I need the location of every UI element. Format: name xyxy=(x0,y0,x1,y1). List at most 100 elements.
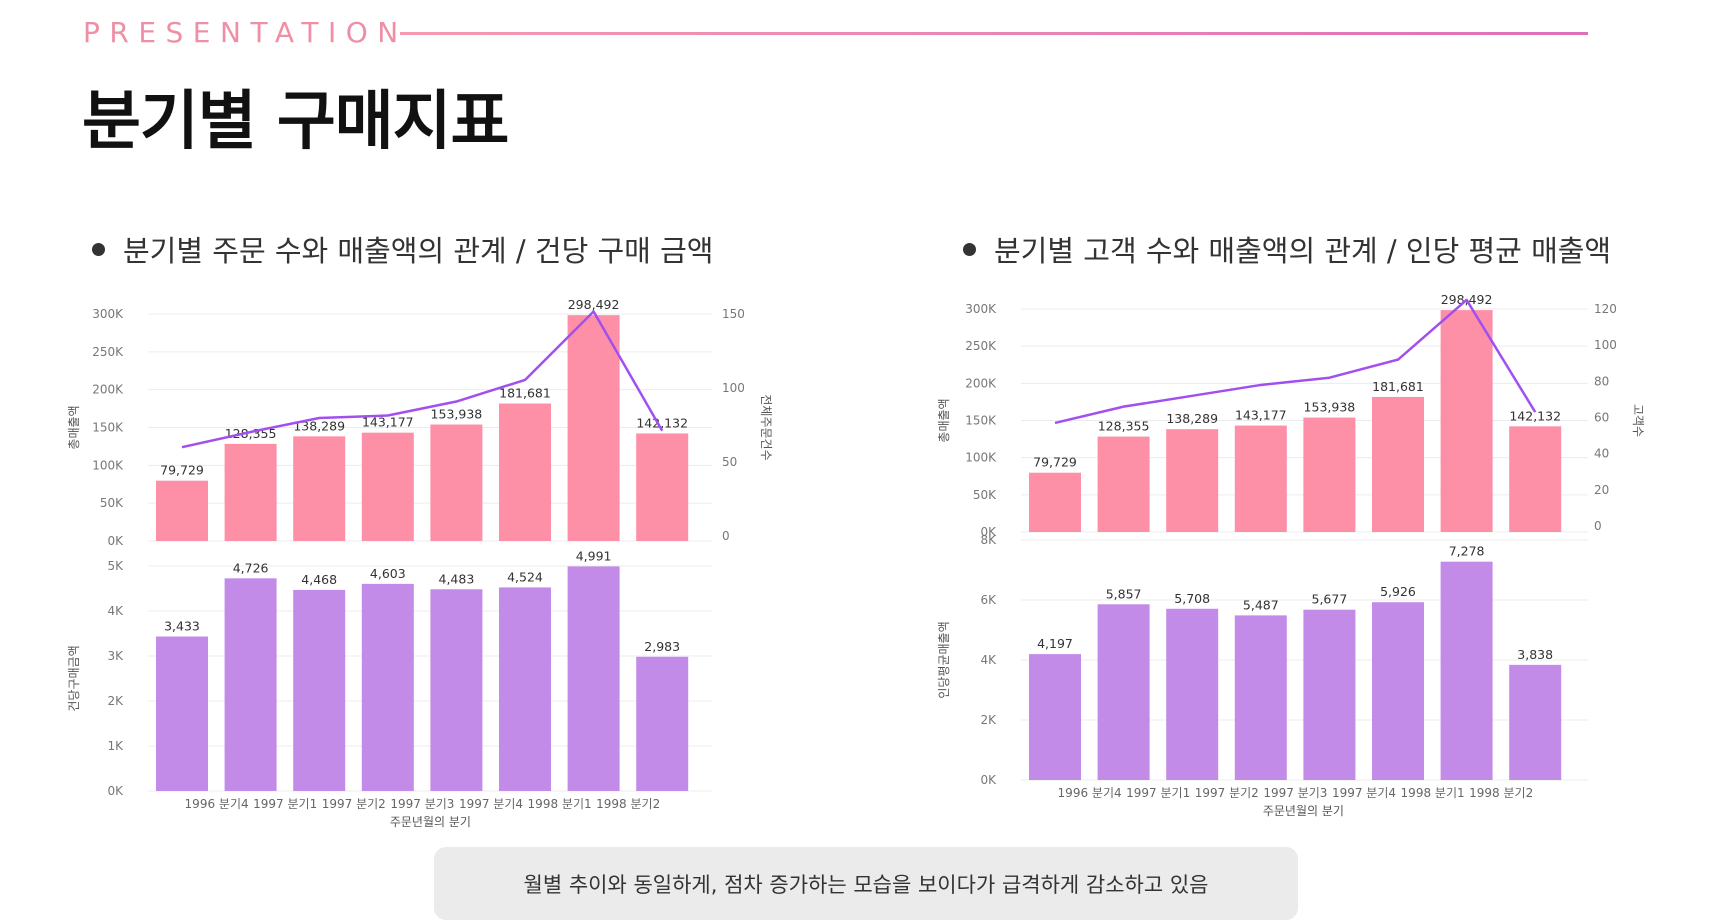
summary-note-text: 월별 추이와 동일하게, 점차 증가하는 모습을 보이다가 급격하게 감소하고 … xyxy=(523,872,1209,897)
bar-value-label: 142,132 xyxy=(1509,408,1561,423)
bar-value-label: 4,468 xyxy=(301,572,337,587)
y-tick-label: 200K xyxy=(965,376,997,390)
y2-tick-label: 40 xyxy=(1594,447,1609,461)
bar-value-label: 143,177 xyxy=(362,415,414,430)
bullet-dot-icon xyxy=(963,242,976,256)
bar xyxy=(1372,602,1424,780)
bar-value-label: 3,838 xyxy=(1517,647,1553,662)
y-tick-label: 300K xyxy=(92,307,124,321)
y-tick-label: 250K xyxy=(92,345,124,359)
bar xyxy=(361,432,414,541)
y2-tick-label: 100 xyxy=(722,381,745,395)
bar xyxy=(224,578,277,791)
y2-tick-label: 0 xyxy=(1594,519,1602,533)
y2-axis-title: 고객수 xyxy=(1631,404,1645,437)
bar-value-label: 298,492 xyxy=(568,297,620,312)
x-tick-label: 1997 분기3 xyxy=(390,797,454,811)
bar xyxy=(156,480,208,541)
bar xyxy=(224,443,277,541)
y-tick-label: 2K xyxy=(980,713,997,727)
bar xyxy=(636,433,689,541)
page-title: 분기별 구매지표 xyxy=(82,85,509,159)
bar-value-label: 5,677 xyxy=(1312,592,1348,607)
x-tick-label: 1997 분기4 xyxy=(459,797,523,811)
y-tick-label: 300K xyxy=(965,302,997,316)
y-axis-title: 총매출액 xyxy=(937,398,951,442)
y2-tick-label: 80 xyxy=(1594,374,1609,388)
y-axis-title: 총매출액 xyxy=(67,405,81,449)
bar-value-label: 4,197 xyxy=(1037,636,1073,651)
bar xyxy=(1303,417,1356,532)
bar-value-label: 4,991 xyxy=(576,548,612,563)
y-tick-label: 100K xyxy=(965,451,997,465)
bar xyxy=(1234,425,1287,532)
y2-tick-label: 50 xyxy=(722,455,737,469)
section-right-subtitle: 분기별 고객 수와 매출액의 관계 / 인당 평균 매출액 xyxy=(963,228,1611,270)
y-tick-label: 6K xyxy=(980,593,997,607)
y-tick-label: 4K xyxy=(980,653,997,667)
y-axis-title: 인당평균매출액 xyxy=(937,621,951,698)
bar xyxy=(1509,426,1562,532)
bar-value-label: 181,681 xyxy=(1372,379,1424,394)
presentation-kicker: PRESENTATION xyxy=(83,16,408,49)
bullet-dot-icon xyxy=(92,242,105,256)
y-tick-label: 0K xyxy=(980,773,997,787)
x-axis-title: 주문년월의 분기 xyxy=(1263,804,1344,818)
y-tick-label: 3K xyxy=(107,649,124,663)
x-tick-label: 1997 분기1 xyxy=(253,797,317,811)
bar xyxy=(1509,664,1562,780)
header-rule xyxy=(400,32,1588,35)
bar-value-label: 5,926 xyxy=(1380,584,1416,599)
bar xyxy=(1440,561,1493,780)
bar-value-label: 4,726 xyxy=(233,560,269,575)
x-tick-label: 1997 분기3 xyxy=(1263,786,1327,800)
x-tick-label: 1997 분기2 xyxy=(322,797,386,811)
x-tick-label: 1998 분기2 xyxy=(596,797,660,811)
y-tick-label: 0K xyxy=(107,534,124,548)
bar xyxy=(156,636,208,791)
y-tick-label: 250K xyxy=(965,339,997,353)
y2-tick-label: 120 xyxy=(1594,302,1617,316)
bar-value-label: 142,132 xyxy=(636,415,688,430)
bar-value-label: 3,433 xyxy=(164,619,200,634)
bar xyxy=(499,403,551,541)
y2-tick-label: 20 xyxy=(1594,483,1609,497)
line-series xyxy=(1054,298,1537,425)
bar xyxy=(1029,472,1081,532)
bar xyxy=(1234,615,1287,780)
bar xyxy=(1372,396,1424,532)
bar xyxy=(430,589,483,791)
bar-value-label: 79,729 xyxy=(1033,455,1077,470)
x-tick-label: 1998 분기1 xyxy=(1401,786,1465,800)
bar xyxy=(1166,608,1219,780)
y-tick-label: 0K xyxy=(980,525,997,539)
x-tick-label: 1997 분기2 xyxy=(1195,786,1259,800)
y-axis-title: 건당구매금액 xyxy=(67,645,81,711)
bar-value-label: 5,857 xyxy=(1106,586,1142,601)
x-tick-label: 1998 분기1 xyxy=(528,797,592,811)
x-tick-label: 1996 분기4 xyxy=(185,797,249,811)
bar xyxy=(567,566,620,791)
bar-value-label: 4,524 xyxy=(507,569,543,584)
bar-value-label: 128,355 xyxy=(1098,419,1150,434)
bar-value-label: 5,708 xyxy=(1174,591,1210,606)
y2-tick-label: 150 xyxy=(722,307,745,321)
bar-value-label: 79,729 xyxy=(160,463,204,478)
bar xyxy=(293,589,346,791)
x-tick-label: 1997 분기4 xyxy=(1332,786,1396,800)
section-left-subtitle-text: 분기별 주문 수와 매출액의 관계 / 건당 구매 금액 xyxy=(123,234,714,268)
bar xyxy=(361,583,414,791)
bar xyxy=(1303,609,1356,780)
y2-tick-label: 0 xyxy=(722,529,730,543)
y-tick-label: 200K xyxy=(92,383,124,397)
bar-value-label: 7,278 xyxy=(1449,544,1485,559)
y-tick-label: 50K xyxy=(100,496,124,510)
bar-value-label: 143,177 xyxy=(1235,408,1287,423)
x-axis-title: 주문년월의 분기 xyxy=(390,815,471,829)
y-tick-label: 100K xyxy=(92,458,124,472)
bar xyxy=(567,315,620,541)
y-tick-label: 8K xyxy=(980,533,997,547)
y-tick-label: 1K xyxy=(107,739,124,753)
y2-tick-label: 60 xyxy=(1594,411,1609,425)
